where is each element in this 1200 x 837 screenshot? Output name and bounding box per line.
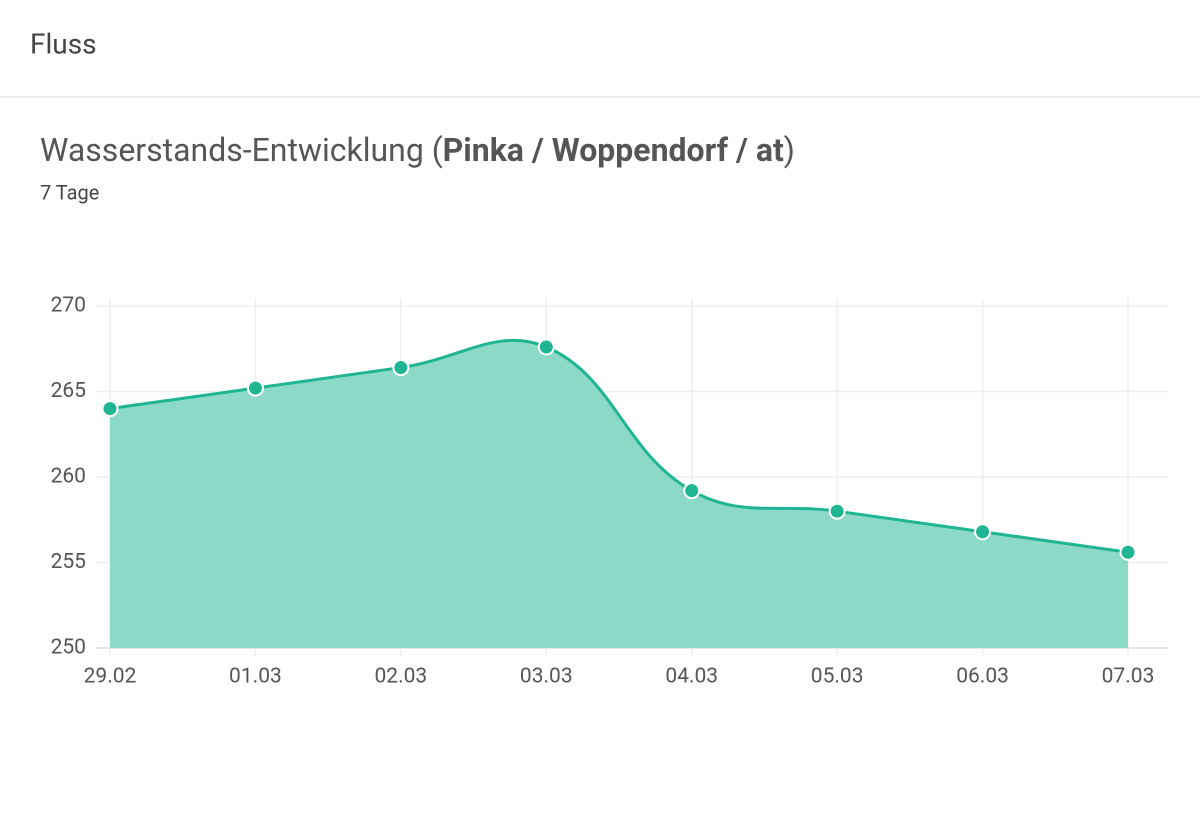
title-location: Pinka / Woppendorf / at bbox=[443, 131, 784, 169]
x-tick-label: 05.03 bbox=[811, 665, 864, 689]
y-tick-label: 255 bbox=[51, 550, 86, 574]
x-tick-label: 07.03 bbox=[1102, 665, 1155, 689]
y-tick-label: 260 bbox=[51, 465, 86, 489]
chart-subtitle: 7 Tage bbox=[40, 180, 99, 204]
x-tick-label: 06.03 bbox=[956, 665, 1009, 689]
x-tick-label: 04.03 bbox=[665, 665, 718, 689]
y-tick-label: 265 bbox=[51, 379, 86, 403]
point bbox=[683, 482, 701, 500]
point bbox=[101, 400, 119, 418]
y-tick-label: 270 bbox=[51, 294, 86, 318]
point bbox=[1119, 543, 1137, 561]
x-tick-label: 01.03 bbox=[229, 665, 282, 689]
line bbox=[109, 338, 1129, 554]
point bbox=[392, 359, 410, 377]
point bbox=[974, 523, 992, 541]
plot: 250 255 260 265 270 29.02 01.03 02.03 03.03 04.03… bbox=[51, 294, 1168, 689]
point bbox=[828, 502, 846, 520]
chart-title: Wasserstands-Entwicklung (Pinka / Woppen… bbox=[40, 131, 795, 169]
point bbox=[246, 379, 264, 397]
title-part: Wasserstands-Entwicklung ( bbox=[40, 131, 443, 169]
header-title: Fluss bbox=[30, 27, 97, 60]
point bbox=[537, 338, 555, 356]
title-part: ) bbox=[784, 131, 795, 169]
x-tick-label: 02.03 bbox=[374, 665, 427, 689]
area bbox=[110, 340, 1128, 648]
x-tick-label: 03.03 bbox=[520, 665, 573, 689]
y-tick-label: 250 bbox=[51, 636, 86, 660]
x-tick-label: 29.02 bbox=[84, 665, 137, 689]
